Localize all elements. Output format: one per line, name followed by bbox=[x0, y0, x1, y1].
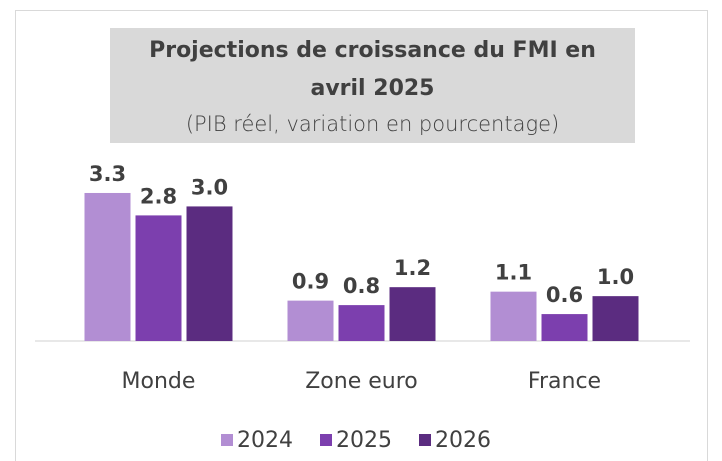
data-label: 1.1 bbox=[495, 261, 532, 285]
bar bbox=[135, 215, 182, 341]
data-label: 1.0 bbox=[597, 265, 634, 289]
legend-label: 2026 bbox=[435, 428, 491, 453]
legend-swatch bbox=[419, 434, 431, 446]
data-label: 3.0 bbox=[191, 175, 228, 199]
bar bbox=[84, 192, 131, 341]
data-label: 0.6 bbox=[546, 283, 583, 307]
x-tick-label: Zone euro bbox=[305, 369, 418, 394]
title-box: Projections de croissance du FMI en avri… bbox=[110, 28, 635, 143]
x-tick-label: France bbox=[528, 369, 601, 394]
bar bbox=[592, 296, 639, 341]
chart-border bbox=[15, 10, 708, 461]
legend-swatch bbox=[221, 434, 233, 446]
bar bbox=[541, 314, 588, 341]
bar bbox=[338, 305, 385, 341]
legend-swatch bbox=[320, 434, 332, 446]
data-label: 3.3 bbox=[89, 162, 126, 186]
data-label: 2.8 bbox=[140, 184, 177, 208]
legend-label: 2024 bbox=[237, 428, 293, 453]
data-label: 0.8 bbox=[343, 274, 380, 298]
bar bbox=[186, 206, 233, 341]
bar bbox=[490, 291, 537, 341]
legend-label: 2025 bbox=[336, 428, 392, 453]
bar bbox=[287, 300, 334, 341]
chart-title: Projections de croissance du FMI en avri… bbox=[149, 38, 596, 101]
chart-subtitle: (PIB réel, variation en pourcentage) bbox=[185, 112, 560, 136]
data-label: 1.2 bbox=[394, 256, 431, 280]
x-tick-label: Monde bbox=[122, 369, 196, 394]
bar bbox=[389, 287, 436, 341]
data-label: 0.9 bbox=[292, 270, 329, 294]
